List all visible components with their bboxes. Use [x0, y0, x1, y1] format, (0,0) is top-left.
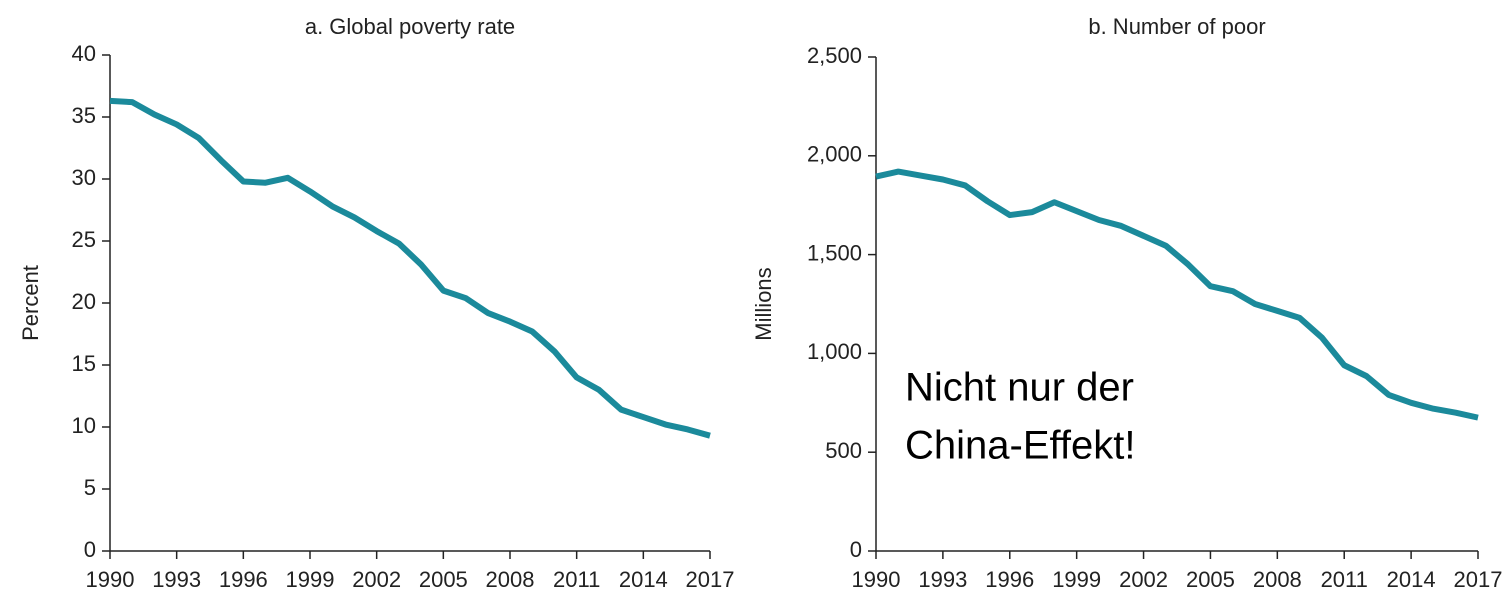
data-line: [875, 168, 1479, 421]
x-tick-label: 1993: [152, 567, 201, 592]
x-tick-label: 1999: [286, 567, 335, 592]
x-tick-label: 2005: [419, 567, 468, 592]
y-tick-label: 0: [84, 537, 96, 562]
x-tick-label: 2002: [352, 567, 401, 592]
y-tick-label: 20: [72, 289, 96, 314]
y-tick-label: 30: [72, 165, 96, 190]
y-axis-label: Millions: [751, 267, 776, 340]
annotation: Nicht nur der: [905, 366, 1134, 410]
y-axis-label: Percent: [18, 265, 43, 341]
annotation: China-Effekt!: [905, 424, 1136, 468]
y-tick-label: 40: [72, 41, 96, 66]
chart-title: a. Global poverty rate: [305, 14, 515, 39]
x-tick-label: 1996: [985, 567, 1034, 592]
x-tick-label: 2005: [1186, 567, 1235, 592]
x-tick-label: 2008: [1253, 567, 1302, 592]
x-tick-label: 1999: [1052, 567, 1101, 592]
x-tick-label: 2002: [1119, 567, 1168, 592]
y-tick-label: 0: [850, 537, 862, 562]
x-tick-label: 2017: [1454, 567, 1503, 592]
x-tick-label: 1990: [86, 567, 135, 592]
x-tick-label: 2017: [686, 567, 735, 592]
y-tick-label: 25: [72, 227, 96, 252]
y-tick-label: 2,500: [807, 43, 862, 68]
chart-title: b. Number of poor: [1088, 14, 1265, 39]
x-tick-label: 2014: [619, 567, 668, 592]
y-tick-label: 500: [825, 438, 862, 463]
y-tick-label: 5: [84, 475, 96, 500]
y-tick-label: 15: [72, 351, 96, 376]
y-tick-label: 35: [72, 103, 96, 128]
x-tick-label: 2008: [486, 567, 535, 592]
x-tick-label: 2014: [1387, 567, 1436, 592]
x-tick-label: 2011: [1321, 567, 1368, 592]
data-line: [109, 97, 711, 439]
y-tick-label: 2,000: [807, 142, 862, 167]
x-tick-label: 1990: [852, 567, 901, 592]
y-tick-label: 1,500: [807, 240, 862, 265]
y-tick-label: 10: [72, 413, 96, 438]
x-tick-label: 2011: [553, 567, 600, 592]
x-tick-label: 1993: [918, 567, 967, 592]
y-tick-label: 1,000: [807, 339, 862, 364]
x-tick-label: 1996: [219, 567, 268, 592]
